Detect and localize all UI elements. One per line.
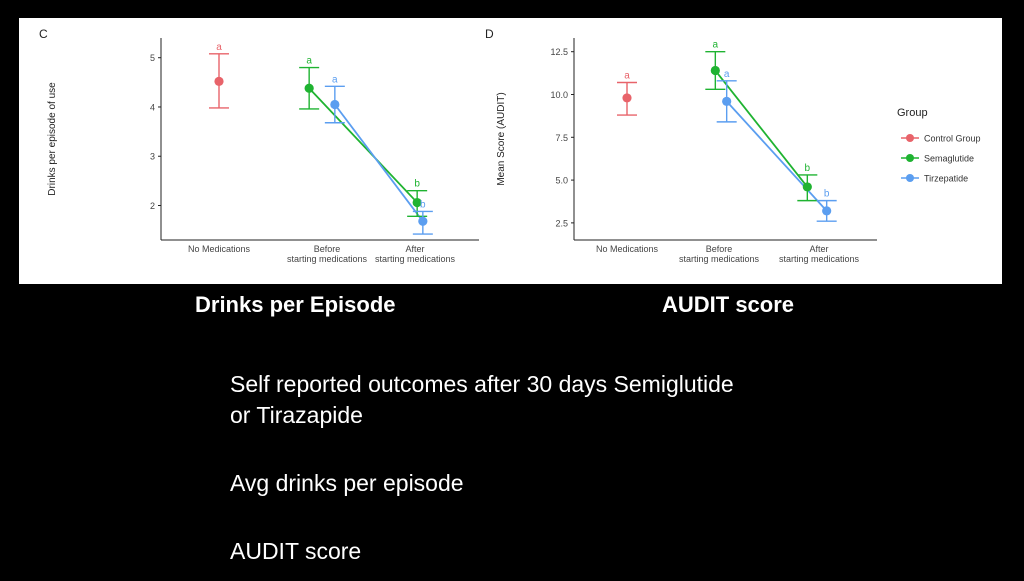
data-point-tirzepatide	[822, 206, 832, 216]
legend-key-point	[906, 134, 914, 142]
data-point-semaglutide	[710, 65, 720, 76]
data-point-tirzepatide	[330, 99, 340, 110]
y-tick-label: 5	[150, 53, 155, 63]
y-tick-label: 7.5	[555, 133, 568, 143]
x-tick-label: starting medications	[375, 254, 456, 264]
legend-key-point	[906, 154, 914, 162]
panel-label: C	[39, 27, 48, 41]
y-axis-label: Drinks per episode of use	[47, 82, 58, 196]
data-point-control-group	[214, 76, 224, 86]
data-point-tirzepatide	[722, 96, 732, 106]
legend-title: Group	[897, 107, 928, 119]
legend-entry-label: Tirzepatide	[924, 174, 968, 184]
series-line-tirzepatide	[334, 103, 424, 222]
data-point-semaglutide	[802, 182, 812, 192]
x-tick-label: starting medications	[287, 254, 368, 264]
caption-drinks-per-episode: Drinks per Episode	[195, 292, 396, 317]
panel-label: D	[485, 27, 494, 41]
y-tick-label: 2.5	[555, 218, 568, 228]
significance-letter: a	[216, 42, 222, 53]
significance-letter: b	[420, 199, 426, 210]
data-point-semaglutide	[304, 83, 314, 93]
x-tick-label: After	[809, 244, 828, 254]
x-tick-label: Before	[314, 244, 341, 254]
legend-entry-label: Semaglutide	[924, 154, 974, 164]
y-tick-label: 3	[150, 152, 155, 162]
y-axis-label: Mean Score (AUDIT)	[496, 92, 507, 185]
series-line-semaglutide	[714, 69, 809, 188]
significance-letter: a	[624, 71, 630, 82]
significance-letter: b	[414, 179, 420, 190]
y-tick-label: 2	[150, 201, 155, 211]
chart-svg: C 2 3 4 5 Drinks per episode of use No Medicat…	[39, 27, 981, 264]
legend-entry-label: Control Group	[924, 134, 981, 144]
body-line-audit: AUDIT score	[230, 538, 362, 564]
x-tick-label: After	[405, 244, 424, 254]
significance-letter: b	[805, 163, 811, 174]
series-line-semaglutide	[308, 87, 418, 204]
significance-letter: a	[713, 40, 719, 51]
caption-audit-score: AUDIT score	[662, 292, 795, 317]
x-tick-label: starting medications	[679, 254, 760, 264]
body-line-outcomes: Self reported outcomes after 30 days Sem…	[230, 371, 734, 397]
data-point-semaglutide	[412, 197, 422, 208]
significance-letter: a	[724, 69, 730, 80]
y-tick-label: 4	[150, 102, 155, 112]
x-tick-label: No Medications	[596, 244, 659, 254]
y-tick-label: 5.0	[555, 176, 568, 186]
x-tick-label: starting medications	[779, 254, 860, 264]
x-tick-label: No Medications	[188, 244, 251, 254]
series-line-tirzepatide	[726, 100, 828, 212]
y-tick-label: 12.5	[550, 47, 568, 57]
data-point-tirzepatide	[418, 216, 428, 226]
x-tick-label: Before	[706, 244, 733, 254]
data-point-control-group	[622, 93, 632, 103]
y-tick-label: 10.0	[550, 90, 568, 100]
body-line-outcomes-cont: or Tirazapide	[230, 402, 363, 428]
body-line-avg-drinks: Avg drinks per episode	[230, 470, 464, 496]
figure-panel: C 2 3 4 5 Drinks per episode of use No Medicat…	[19, 18, 1002, 284]
significance-letter: b	[824, 189, 830, 200]
significance-letter: a	[332, 74, 338, 85]
legend-key-point	[906, 174, 914, 182]
significance-letter: a	[306, 56, 312, 67]
